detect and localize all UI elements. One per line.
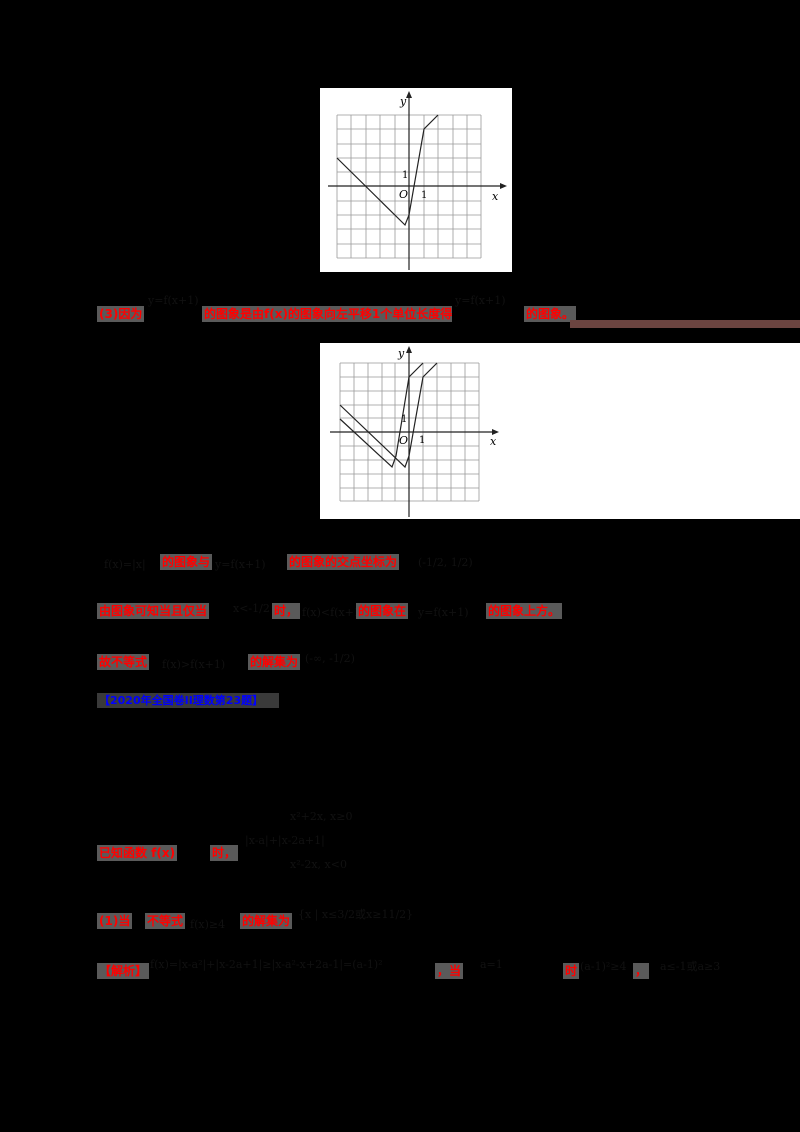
x-unit-label: 1 — [421, 190, 427, 201]
source-heading: 【2020年全国卷II理数第23题】 — [97, 693, 279, 708]
curve-shifted — [339, 362, 424, 469]
math-expression: a=1 — [480, 958, 503, 971]
x-axis-label: x — [492, 190, 499, 203]
y-axis-label: y — [397, 347, 405, 360]
math-expression: a≤-1或a≥3 — [660, 960, 721, 973]
y-axis-label: y — [399, 95, 407, 108]
math-expression: (-∞, -1/2) — [305, 652, 355, 665]
curve-original — [339, 362, 438, 469]
text-label: 【解析】 — [97, 963, 150, 979]
text-label: 不等式 — [145, 913, 186, 929]
math-expression: f(x)≥4 — [190, 918, 226, 931]
math-expression: (a-1)²≥4 — [580, 960, 627, 973]
math-expression: f(x)=|x| — [104, 558, 146, 571]
text-label: 已知函数 f(x) — [97, 845, 178, 861]
graph-2-svg: y x O 1 1 — [330, 346, 499, 517]
math-expression: f(x)=|x-a²|+|x-2a+1|≥|x-a²-x+2a-1|=(a-1)… — [150, 958, 383, 971]
math-expression: {x | x≤3/2或x≥11/2} — [298, 908, 414, 921]
text-label: 时 — [563, 963, 580, 979]
math-expression: x<-1/2 — [233, 602, 270, 615]
x-axis-label: x — [490, 435, 497, 448]
text-label: ， — [633, 963, 650, 979]
text-label: 的解集为 — [240, 913, 293, 929]
math-expression: f(x)<f(x+1) — [302, 606, 366, 619]
text-label: 的解集为 — [248, 654, 301, 670]
text-label: 的图象上方。 — [486, 603, 563, 619]
origin-label: O — [399, 188, 408, 201]
function-graph-1: y x O 1 1 — [320, 88, 512, 272]
math-expression: y=f(x+1) — [418, 606, 469, 619]
piecewise-case: x²+2x, x≥0 — [290, 810, 353, 823]
text-label: 的图象是由f(x)的图象向左平移1个单位长度得到的 — [202, 306, 452, 322]
math-expression: y=f(x+1) — [148, 294, 199, 307]
text-label: ，当 — [435, 963, 464, 979]
separator-bar — [570, 320, 800, 328]
text-label: (3)因为 — [97, 306, 145, 322]
text-label: 故不等式 — [97, 654, 150, 670]
function-graph-2: y x O 1 1 — [320, 343, 800, 519]
piecewise-case: |x-a|+|x-2a+1| — [245, 834, 325, 847]
y-unit-label: 1 — [401, 414, 407, 425]
text-label: 的图象。 — [524, 306, 577, 322]
x-unit-label: 1 — [419, 435, 425, 446]
text-label: 由图象可知当且仅当 — [97, 603, 210, 619]
y-unit-label: 1 — [402, 170, 408, 181]
text-label: 时， — [210, 845, 239, 861]
math-expression: y=f(x+1) — [455, 294, 506, 307]
text-label: 时， — [272, 603, 301, 619]
math-expression: y=f(x+1) — [215, 558, 266, 571]
origin-label: O — [399, 434, 408, 447]
text-label: 的图象的交点坐标为 — [287, 554, 400, 570]
graph-1-svg: y x O 1 1 — [328, 91, 507, 270]
text-label: (1)当 — [97, 913, 133, 929]
piecewise-case: x²-2x, x<0 — [290, 858, 347, 871]
math-expression: f(x)>f(x+1) — [162, 658, 226, 671]
text-label: 的图象与 — [160, 554, 213, 570]
math-expression: (-1/2, 1/2) — [418, 556, 473, 569]
text-label: 的图象在 — [356, 603, 409, 619]
